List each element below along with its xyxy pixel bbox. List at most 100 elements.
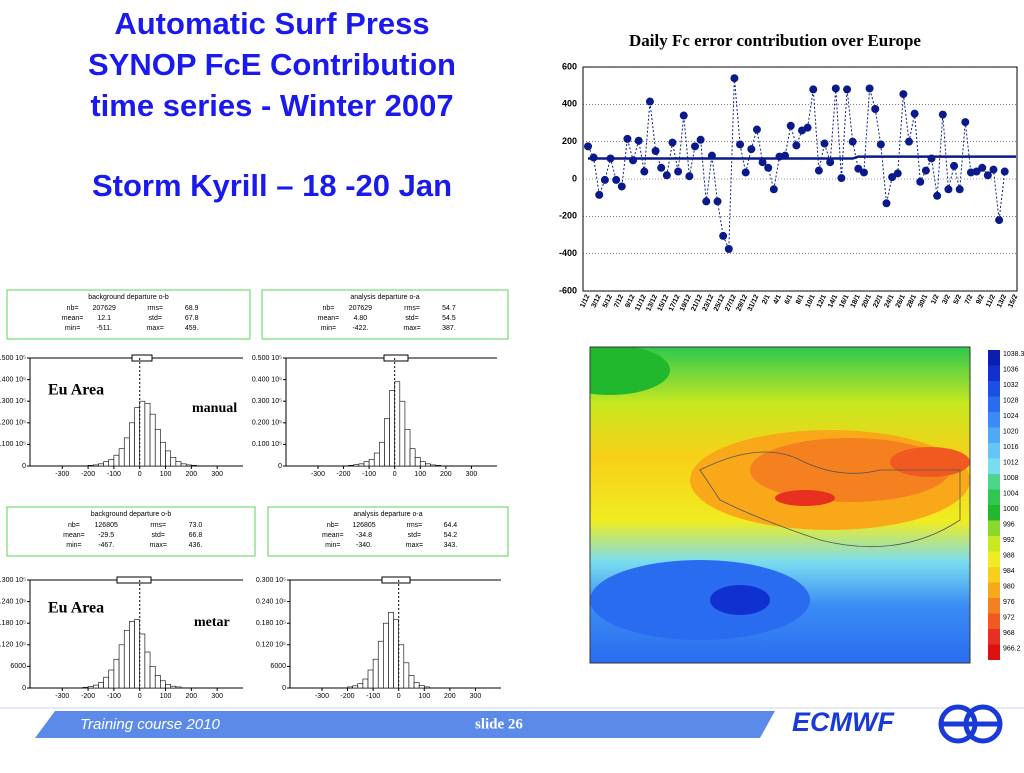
data-point <box>713 197 722 206</box>
y-tick-label: 0.120 10⁵ <box>256 642 286 649</box>
y-tick-label: 0.200 10⁵ <box>252 420 282 427</box>
data-point <box>600 175 609 184</box>
data-point <box>809 85 818 94</box>
stats-title: analysis departure o-a <box>353 511 422 518</box>
bar <box>367 669 374 689</box>
x-tick-label: -200 <box>337 471 351 478</box>
colorbar-label: 1028 <box>1003 397 1019 404</box>
bar <box>139 400 146 467</box>
y-tick-label: 0.180 10⁵ <box>0 620 26 627</box>
data-point <box>702 197 711 206</box>
x-tick-label: 300 <box>211 693 223 700</box>
bar <box>170 685 177 689</box>
bar <box>92 684 99 689</box>
data-point <box>623 134 632 143</box>
data-point <box>758 158 767 167</box>
stats-box <box>267 506 509 557</box>
bar <box>160 441 166 467</box>
bar <box>379 441 385 467</box>
x-tick-label: -300 <box>55 693 69 700</box>
colorbar-label: 1008 <box>1003 475 1019 482</box>
colorbar-swatch <box>988 381 1000 397</box>
x-tick-label: 200 <box>186 471 198 478</box>
stats-label: nb= <box>327 522 339 529</box>
colorbar-label: 1020 <box>1003 428 1019 435</box>
stats-label: std= <box>405 315 418 322</box>
stats-value: 67.8 <box>185 315 199 322</box>
x-tick-label: 5/2 <box>953 294 964 306</box>
stats-value: -34.8 <box>356 532 372 539</box>
stats-value: 4.80 <box>354 315 368 322</box>
stats-value: 54.2 <box>444 532 458 539</box>
bar <box>149 666 156 689</box>
x-tick-label: 4/1 <box>772 294 783 306</box>
stats-value: -511. <box>96 325 111 332</box>
stats-label: rms= <box>407 522 423 529</box>
stats-label: std= <box>149 315 162 322</box>
data-point <box>803 123 812 132</box>
colorbar-swatch <box>988 520 1000 536</box>
colorbar-swatch <box>988 551 1000 567</box>
data-point <box>865 84 874 93</box>
colorbar-swatch <box>988 350 1000 366</box>
x-tick-label: 100 <box>160 471 172 478</box>
data-point <box>831 84 840 93</box>
y-tick-label: 0.400 10⁵ <box>0 376 26 383</box>
stats-value: 12.1 <box>97 315 111 322</box>
bar <box>191 465 197 467</box>
data-point <box>983 171 992 180</box>
x-tick-label: 300 <box>211 471 223 478</box>
bar <box>403 662 410 689</box>
bar <box>113 658 120 689</box>
colorbar-swatch <box>988 396 1000 412</box>
y-tick-label: 0.500 10⁵ <box>252 355 282 362</box>
data-point <box>955 185 964 194</box>
bar <box>389 390 395 467</box>
bar <box>435 465 442 467</box>
colorbar-label: 988 <box>1003 552 1015 559</box>
data-point <box>617 182 626 191</box>
x-tick-label: -300 <box>311 471 325 478</box>
data-point <box>882 199 891 208</box>
data-point <box>584 142 592 151</box>
y-tick-label: 0 <box>572 173 577 183</box>
bar <box>118 448 125 467</box>
colorbar-swatch <box>988 412 1000 428</box>
colorbar-label: 1032 <box>1003 382 1019 389</box>
y-tick-label: 0.300 10⁵ <box>256 577 286 584</box>
x-tick-label: 0 <box>138 693 142 700</box>
stats-value: 126805 <box>352 522 375 529</box>
colorbar-label: 1036 <box>1003 366 1019 373</box>
stats-label: std= <box>408 532 421 539</box>
data-point <box>764 163 773 172</box>
bar <box>160 680 166 689</box>
data-point <box>595 190 604 199</box>
colorbar-label: 972 <box>1003 614 1015 621</box>
data-point <box>736 140 745 149</box>
colorbar-swatch <box>988 536 1000 552</box>
bar <box>425 463 431 467</box>
colorbar-swatch <box>988 474 1000 490</box>
x-tick-label: -100 <box>362 471 376 478</box>
bar <box>103 676 110 689</box>
colorbar-swatch <box>988 629 1000 645</box>
y-tick-label: 0.240 10⁵ <box>256 598 286 605</box>
data-point <box>662 171 671 180</box>
colorbar-label: 984 <box>1003 568 1015 575</box>
colorbar-swatch <box>988 443 1000 459</box>
footer-slide: slide 26 <box>475 716 523 732</box>
bar <box>98 463 104 467</box>
bar <box>383 622 389 689</box>
data-point <box>685 172 694 181</box>
data-point <box>769 185 778 194</box>
subtitle: Storm Kyrill – 18 -20 Jan <box>92 168 452 203</box>
data-point <box>899 90 908 99</box>
bar <box>393 619 399 689</box>
data-point <box>640 167 649 176</box>
bar <box>419 461 426 467</box>
data-point <box>916 177 925 186</box>
bar <box>377 640 384 689</box>
bar <box>180 463 187 467</box>
stats-label: min= <box>321 325 336 332</box>
colorbar-label: 966.2 <box>1003 645 1021 652</box>
